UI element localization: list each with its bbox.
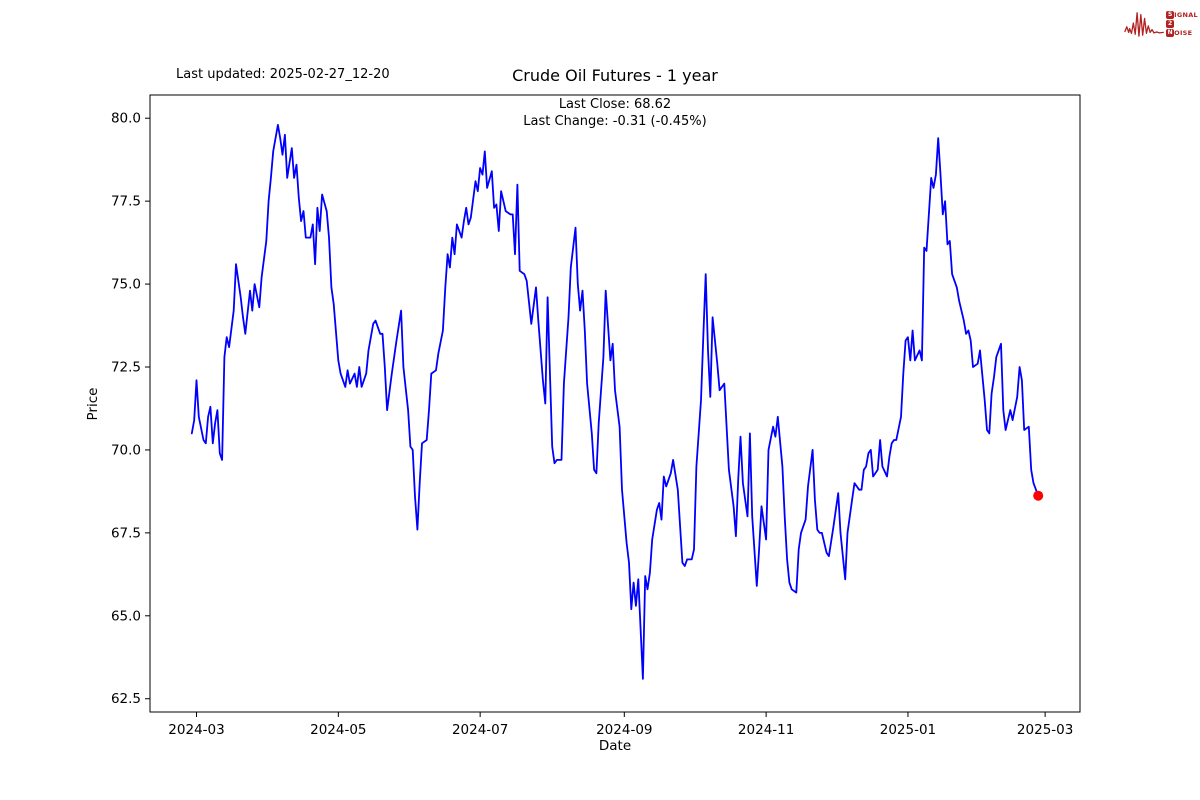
price-line [190,124,1040,680]
axis-ticks: 62.5 65.0 67.5 70.0 72.5 75.0 77.5 80.0 2024-03 2… [111,111,1073,738]
x-tick-label: 2024-03 [168,722,224,738]
chart-title: Crude Oil Futures - 1 year [512,66,718,85]
ecg-waveform-icon [1124,12,1164,37]
y-tick-label: 80.0 [111,111,141,127]
logo-text: S IGNAL 2 N OISE [1166,11,1198,38]
logo-text-noise: OISE [1174,29,1193,37]
last-updated-text: Last updated: 2025-02-27_12-20 [176,67,390,82]
x-tick-label: 2025-03 [1017,722,1073,738]
logo-line-2: 2 [1166,20,1198,29]
logo-boxed-letter-n: N [1166,29,1175,37]
y-tick-label: 77.5 [111,194,141,210]
y-tick-label: 62.5 [111,691,141,707]
last-close-text: Last Close: 68.62 [558,97,672,112]
y-axis-label: Price [85,388,101,421]
plot-border [149,94,1081,713]
y-tick-label: 72.5 [111,360,141,376]
x-tick-label: 2024-05 [310,722,366,738]
x-axis-label: Date [599,738,631,754]
x-tick-label: 2025-01 [880,722,936,738]
x-tick-label: 2024-07 [452,722,508,738]
x-tick-label: 2024-11 [738,722,794,738]
logo-text-signal: IGNAL [1174,11,1198,19]
last-price-marker [1033,490,1044,501]
logo-boxed-letter-2: 2 [1166,20,1175,28]
signal2noise-logo: S IGNAL 2 N OISE [1124,4,1198,44]
x-tick-label: 2024-09 [596,722,652,738]
y-tick-label: 67.5 [111,525,141,541]
logo-line-noise: N OISE [1166,29,1198,38]
last-change-text: Last Change: -0.31 (-0.45%) [523,114,707,129]
y-tick-label: 65.0 [111,608,141,624]
y-tick-label: 70.0 [111,442,141,458]
y-tick-label: 75.0 [111,277,141,293]
logo-line-signal: S IGNAL [1166,11,1198,20]
logo-boxed-letter-s: S [1166,11,1175,19]
